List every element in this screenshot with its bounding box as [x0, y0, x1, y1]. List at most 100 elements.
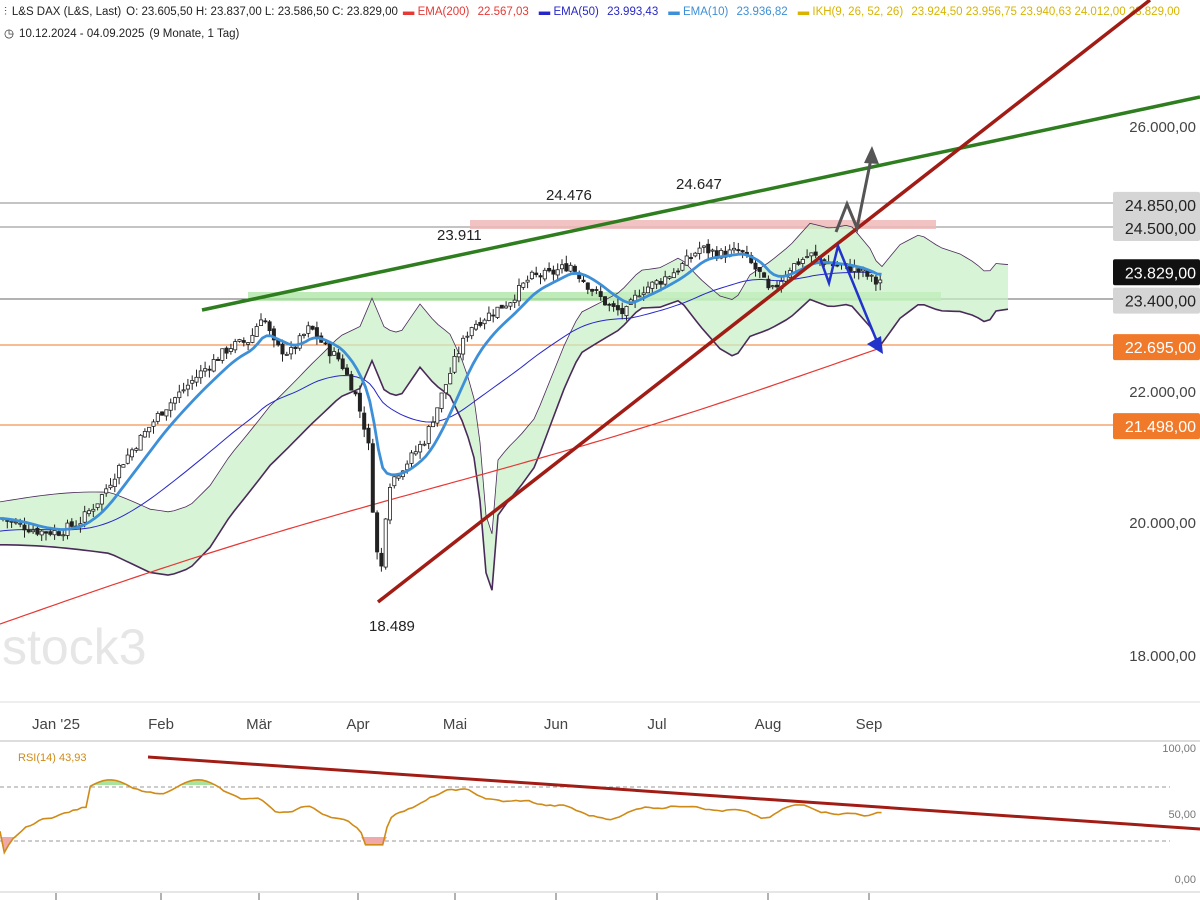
candle[interactable] — [856, 267, 861, 280]
candle[interactable] — [542, 267, 547, 282]
candle[interactable] — [813, 244, 818, 259]
candle[interactable] — [770, 284, 775, 290]
candle[interactable] — [95, 503, 100, 511]
candle[interactable] — [250, 328, 255, 344]
candle[interactable] — [267, 319, 272, 336]
candle[interactable] — [177, 384, 182, 404]
candle[interactable] — [254, 323, 259, 337]
candle[interactable] — [555, 263, 560, 281]
candle[interactable] — [215, 356, 220, 361]
candle[interactable] — [663, 270, 668, 287]
candle[interactable] — [701, 245, 706, 254]
candle[interactable] — [349, 370, 354, 391]
candle[interactable] — [409, 450, 414, 470]
candle[interactable] — [379, 547, 384, 572]
candle[interactable] — [508, 302, 513, 311]
candle[interactable] — [646, 281, 651, 294]
candle[interactable] — [710, 248, 715, 258]
candle[interactable] — [753, 259, 758, 277]
candle[interactable] — [491, 309, 496, 323]
candle[interactable] — [684, 249, 689, 266]
green-trendline[interactable] — [201, 95, 1200, 312]
candle[interactable] — [121, 463, 126, 468]
red-trendline[interactable] — [376, 0, 1152, 604]
candle[interactable] — [482, 318, 487, 330]
candle[interactable] — [52, 524, 57, 540]
candle[interactable] — [478, 317, 483, 328]
candle[interactable] — [224, 346, 229, 359]
candle[interactable] — [435, 407, 440, 427]
candle[interactable] — [332, 347, 337, 356]
resistance-zone[interactable] — [470, 220, 936, 229]
candle[interactable] — [456, 346, 461, 363]
candle[interactable] — [185, 378, 190, 397]
candle[interactable] — [366, 423, 371, 451]
candle[interactable] — [637, 289, 642, 298]
candle[interactable] — [465, 331, 470, 342]
candle[interactable] — [667, 275, 672, 280]
candle[interactable] — [736, 242, 741, 253]
candle[interactable] — [228, 343, 233, 355]
candle[interactable] — [375, 510, 380, 560]
candle[interactable] — [452, 349, 457, 375]
candle[interactable] — [594, 286, 599, 295]
candle[interactable] — [564, 255, 569, 272]
candle[interactable] — [168, 398, 173, 418]
candle[interactable] — [413, 445, 418, 456]
candle[interactable] — [246, 342, 251, 351]
candle[interactable] — [344, 364, 349, 376]
candle[interactable] — [615, 298, 620, 316]
bearish-scenario-arrow[interactable] — [818, 241, 880, 345]
candle[interactable] — [620, 302, 625, 320]
ema10-legend[interactable]: ▬ EMA(10) 23.936,82 — [668, 6, 788, 18]
candle[interactable] — [362, 406, 367, 438]
candle[interactable] — [706, 239, 711, 261]
candle[interactable] — [418, 440, 423, 459]
candle[interactable] — [129, 447, 134, 461]
candle[interactable] — [117, 463, 122, 485]
candle[interactable] — [624, 305, 629, 321]
candle[interactable] — [314, 321, 319, 345]
candle[interactable] — [258, 313, 263, 326]
candle[interactable] — [387, 483, 392, 525]
candle[interactable] — [297, 333, 302, 351]
candle[interactable] — [383, 518, 388, 570]
candle[interactable] — [448, 367, 453, 385]
candle[interactable] — [293, 346, 298, 355]
candle[interactable] — [676, 268, 681, 275]
candle[interactable] — [473, 320, 478, 332]
candle[interactable] — [766, 275, 771, 291]
ema50-legend[interactable]: ▬ EMA(50) 23.993,43 — [538, 6, 659, 18]
candle[interactable] — [203, 361, 208, 377]
candle[interactable] — [534, 266, 539, 278]
candle[interactable] — [469, 326, 474, 340]
candle[interactable] — [147, 426, 152, 438]
candle[interactable] — [336, 349, 341, 362]
candle[interactable] — [422, 440, 427, 447]
candle[interactable] — [306, 321, 311, 338]
candle[interactable] — [689, 252, 694, 263]
candle[interactable] — [155, 411, 160, 425]
ikh-legend[interactable]: ▬ IKH(9, 26, 52, 26) 23.924,50 23.956,75… — [797, 6, 1180, 18]
candle[interactable] — [512, 294, 517, 308]
candle[interactable] — [104, 484, 109, 497]
x-axis[interactable]: Jan '25 Feb Mär Apr Mai Jun Jul Aug Sep — [32, 716, 882, 900]
candle[interactable] — [598, 284, 603, 301]
candle[interactable] — [39, 529, 44, 542]
candle[interactable] — [693, 251, 698, 258]
candle[interactable] — [671, 268, 676, 279]
candle[interactable] — [603, 296, 608, 306]
candle[interactable] — [495, 306, 500, 319]
candle[interactable] — [357, 385, 362, 419]
candle[interactable] — [525, 275, 530, 289]
candle[interactable] — [91, 503, 96, 517]
candle[interactable] — [590, 288, 595, 297]
candle[interactable] — [284, 351, 289, 356]
candle[interactable] — [396, 474, 401, 481]
candle[interactable] — [443, 384, 448, 400]
candle[interactable] — [572, 264, 577, 273]
candle[interactable] — [568, 262, 573, 273]
candle[interactable] — [796, 258, 801, 266]
candle[interactable] — [301, 333, 306, 339]
